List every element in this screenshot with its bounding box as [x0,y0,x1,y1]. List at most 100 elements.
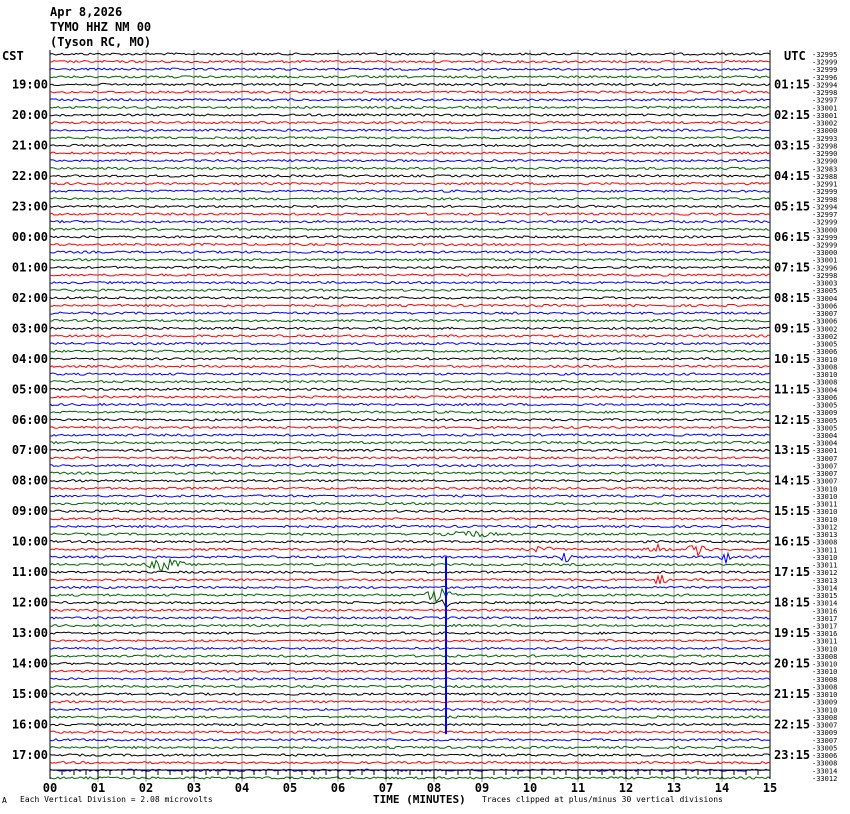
trace-offset: -33010 [812,356,837,364]
trace-offset: -33004 [812,432,837,440]
seismic-trace [49,539,771,544]
left-time-label: 04:00 [12,352,48,366]
seismic-trace [49,52,771,56]
trace-offset: -32999 [812,219,837,227]
x-tick-label: 03 [187,781,201,795]
seismic-trace [49,357,771,361]
trace-offset: -33007 [812,455,837,463]
trace-offset: -33011 [812,546,837,554]
seismic-trace [49,692,771,696]
trace-offset: -33002 [812,325,837,333]
trace-offset: -33008 [812,653,837,661]
left-time-label: 07:00 [12,443,48,457]
trace-offset: -33014 [812,767,837,775]
seismic-trace [49,699,771,704]
x-tick-label: 15 [763,781,777,795]
seismic-trace [49,542,771,558]
seismic-trace [49,128,771,132]
trace-offset: -32999 [812,242,837,250]
vertical-division-note: Each Vertical Division = 2.08 microvolts [20,795,213,804]
trace-offset: -32990 [812,150,837,158]
trace-offset: -33003 [812,280,837,288]
seismic-trace [49,599,771,609]
seismic-trace [49,616,771,620]
trace-offset: -33010 [812,485,837,493]
trace-offset: -33004 [812,440,837,448]
trace-offset: -33013 [812,531,837,539]
trace-offset: -33007 [812,462,837,470]
trace-offset: -33009 [812,699,837,707]
trace-offset: -33002 [812,333,837,341]
right-time-label: 15:15 [774,504,810,518]
seismic-trace [49,227,771,231]
header-location: (Tyson RC, MO) [50,35,151,49]
seismic-trace [49,776,771,780]
seismic-trace [49,364,771,369]
right-time-label: 13:15 [774,443,810,457]
right-time-label: 05:15 [774,199,810,213]
trace-offset: -33008 [812,683,837,691]
seismic-trace [49,288,771,292]
trace-offset: -32999 [812,66,837,74]
seismic-trace [49,524,771,529]
seismic-trace [49,608,771,613]
seismic-trace [49,197,771,201]
seismic-trace [49,189,771,193]
seismic-trace [49,631,771,635]
seismic-trace [49,280,771,285]
x-tick-label: 12 [619,781,633,795]
trace-offset: -33005 [812,402,837,410]
seismic-trace [49,684,771,689]
seismic-trace [49,143,771,148]
seismic-trace [49,456,771,460]
trace-offset: -33010 [812,706,837,714]
right-time-labels: 01:15 02:15 03:15 04:15 05:15 06:15 07:15 08:15… [774,77,810,762]
x-tick-label: 09 [475,781,489,795]
clip-note: Traces clipped at plus/minus 30 vertical… [482,795,723,804]
seismic-trace [49,494,771,498]
seismic-trace [49,75,771,79]
left-time-label: 03:00 [12,321,48,335]
seismic-trace [49,59,771,64]
right-time-label: 01:15 [774,77,810,91]
trace-offset: -33002 [812,120,837,128]
seismic-trace [49,318,771,323]
trace-offset: -33007 [812,478,837,486]
right-time-label: 03:15 [774,138,810,152]
x-tick-label: 05 [283,781,297,795]
right-time-label: 22:15 [774,718,810,732]
trace-offset: -32994 [812,203,837,211]
trace-offset: -33006 [812,318,837,326]
trace-offset: -33008 [812,676,837,684]
trace-offset: -32993 [812,135,837,143]
seismic-trace [49,250,771,254]
seismic-trace [49,715,771,719]
seismic-trace [49,258,771,262]
right-time-label: 07:15 [774,260,810,274]
x-tick-label: 02 [139,781,153,795]
trace-offset: -33006 [812,348,837,356]
left-time-label: 01:00 [12,260,48,274]
right-time-label: 17:15 [774,565,810,579]
trace-offset: -32990 [812,158,837,166]
trace-offset: -33011 [812,501,837,509]
seismic-trace [49,433,771,437]
seismic-trace [49,90,771,94]
x-tick-label: 08 [427,781,441,795]
trace-offset: -33010 [812,493,837,501]
trace-offset: -33007 [812,470,837,478]
seismic-trace [49,574,771,585]
trace-offset: -33010 [812,554,837,562]
trace-offset: -32997 [812,97,837,105]
trace-offset: -33009 [812,409,837,417]
trace-offset: -32998 [812,142,837,150]
seismic-trace [49,349,771,353]
left-time-label: 11:00 [12,565,48,579]
right-time-label: 09:15 [774,321,810,335]
trace-offset: -32998 [812,272,837,280]
left-time-label: 23:00 [12,199,48,213]
seismic-trace [49,551,771,564]
seismic-trace [49,753,771,757]
right-time-label: 06:15 [774,230,810,244]
